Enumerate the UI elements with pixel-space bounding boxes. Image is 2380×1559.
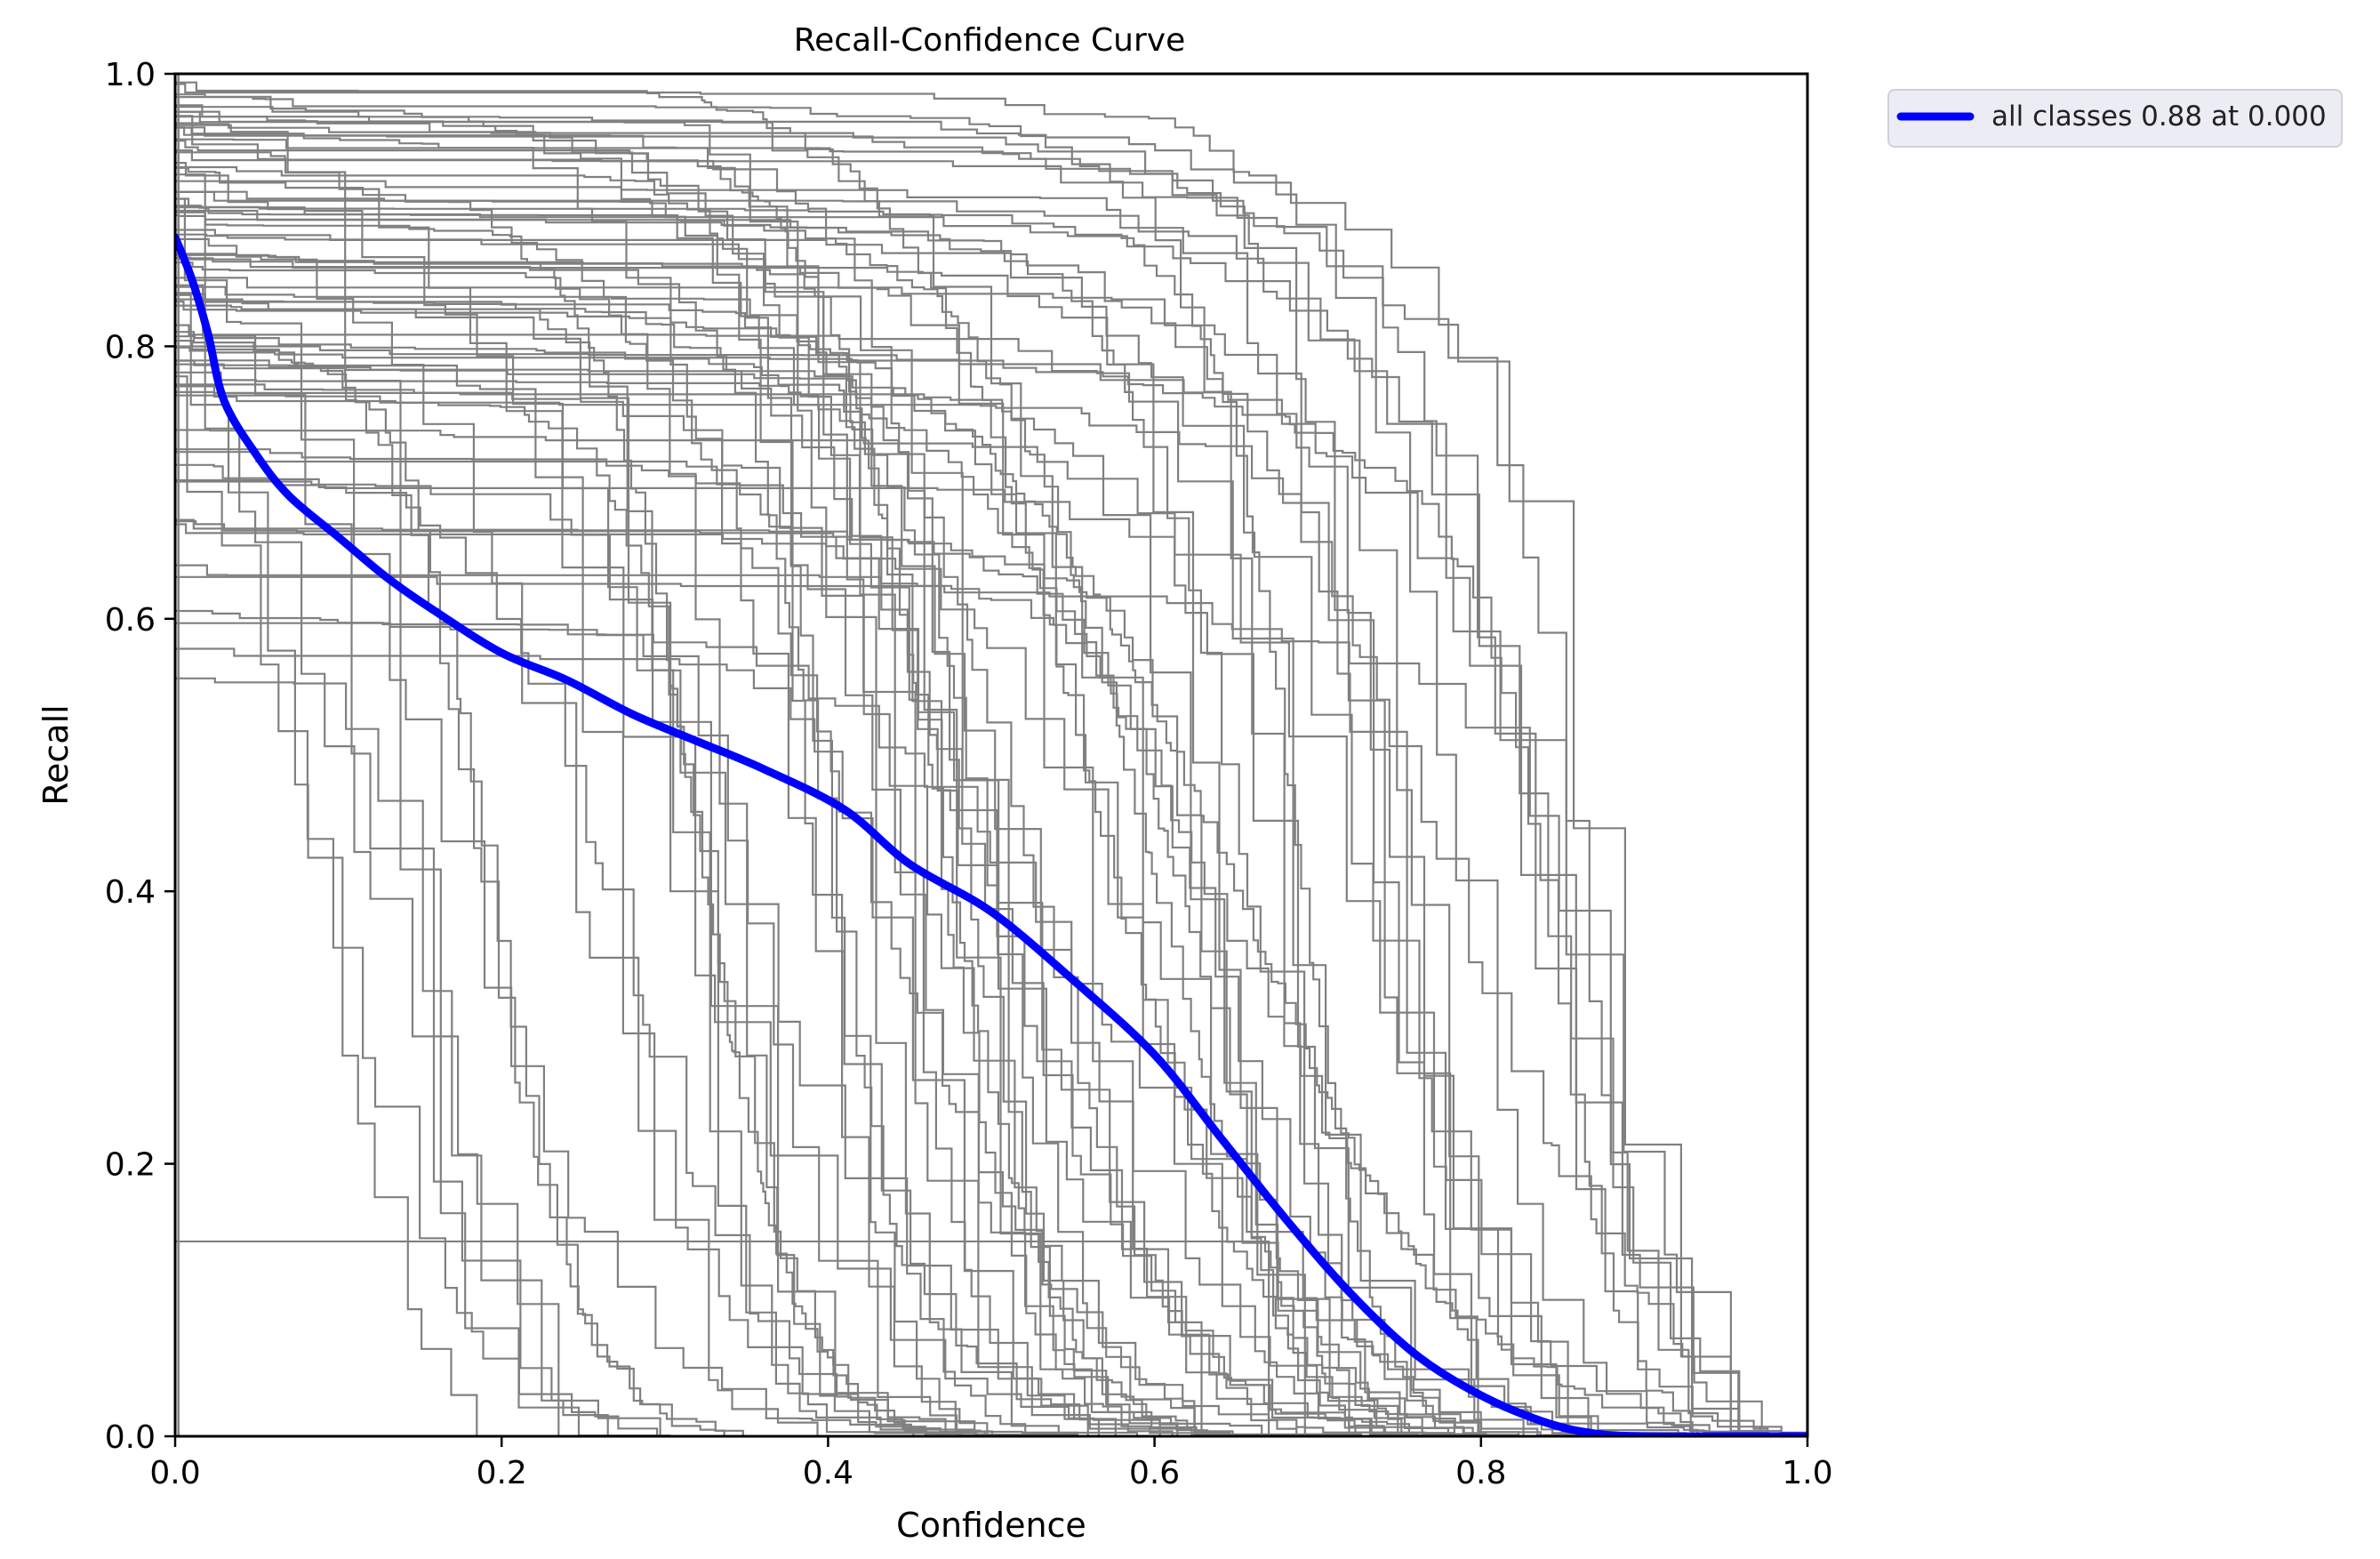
mean-curve-all-classes <box>175 233 1807 1436</box>
y-tick-label: 0.8 <box>105 329 156 366</box>
class-curve <box>175 277 1807 1436</box>
x-axis-label: Confidence <box>896 1506 1086 1545</box>
class-curve <box>175 180 1807 1436</box>
class-curve <box>175 293 1807 1436</box>
class-curve <box>175 190 1807 1436</box>
class-curve <box>175 385 1807 1436</box>
class-curve <box>175 197 1807 1436</box>
x-axis: 0.0 0.2 0.4 0.6 0.8 1.0 <box>149 1436 1833 1491</box>
legend-label-mean: all classes 0.88 at 0.000 <box>1991 100 2327 133</box>
class-curve <box>175 564 1807 1436</box>
class-curve <box>175 165 1807 1436</box>
class-curve <box>175 301 1807 1436</box>
class-curve <box>175 138 1807 1436</box>
x-tick-label: 1.0 <box>1782 1455 1832 1491</box>
class-curve <box>175 140 1807 1436</box>
mean-curve-group <box>175 233 1807 1436</box>
class-curve <box>175 284 1807 1436</box>
class-curve <box>175 211 1807 1436</box>
class-curve <box>175 233 1807 1436</box>
class-curve <box>175 429 1807 1436</box>
y-tick-label: 0.0 <box>105 1419 156 1456</box>
class-curve <box>175 359 1807 1436</box>
class-curve <box>175 173 1807 1436</box>
class-curve <box>175 677 1807 1436</box>
x-tick-label: 0.6 <box>1129 1455 1180 1491</box>
y-axis: 0.0 0.2 0.4 0.6 0.8 1.0 <box>105 57 175 1456</box>
class-curve <box>175 463 1807 1436</box>
class-curve <box>175 106 1807 1436</box>
class-curve <box>175 261 1807 1436</box>
x-tick-label: 0.2 <box>477 1455 527 1491</box>
class-curve <box>175 324 1807 1436</box>
class-curve <box>175 253 1807 1436</box>
legend-box <box>1887 89 2343 148</box>
class-curve <box>175 206 1807 1436</box>
y-tick-label: 1.0 <box>105 57 156 93</box>
x-tick-label: 0.0 <box>149 1455 200 1491</box>
class-curve <box>175 214 1807 1436</box>
class-curve <box>175 1240 1270 1436</box>
class-curve <box>175 647 1807 1436</box>
y-tick-label: 0.2 <box>105 1147 156 1184</box>
class-curve <box>175 298 1807 1436</box>
y-tick-label: 0.4 <box>105 874 156 911</box>
class-curve <box>175 126 1807 1436</box>
class-curve <box>175 375 1807 1436</box>
x-tick-label: 0.8 <box>1455 1455 1506 1491</box>
y-axis-label: Recall <box>36 704 76 805</box>
class-curve <box>175 340 1807 1436</box>
class-curve <box>175 331 1807 1436</box>
plot-frame <box>173 72 1809 1438</box>
y-tick-label: 0.6 <box>105 602 156 639</box>
class-curve <box>175 257 1807 1436</box>
class-curve <box>175 237 1807 1436</box>
class-curve <box>175 151 1807 1436</box>
class-curve <box>175 523 1807 1436</box>
chart-title: Recall-Confidence Curve <box>794 22 1185 59</box>
class-curve <box>175 83 1807 1436</box>
class-curve <box>175 451 1807 1436</box>
class-curve <box>175 575 1807 1436</box>
class-curve <box>175 93 1807 1436</box>
class-curve <box>175 110 1807 1436</box>
class-curve <box>175 293 1807 1436</box>
x-tick-label: 0.4 <box>803 1455 853 1491</box>
class-curve <box>175 122 1807 1436</box>
class-curve <box>175 478 1807 1436</box>
per-class-curves <box>175 74 1807 1436</box>
legend: all classes 0.88 at 0.000 <box>1887 89 2343 148</box>
class-curve <box>175 480 1807 1436</box>
class-curve <box>175 124 1807 1436</box>
class-curve <box>175 96 1807 1436</box>
class-curve <box>175 448 1807 1436</box>
class-curve <box>175 197 1807 1436</box>
